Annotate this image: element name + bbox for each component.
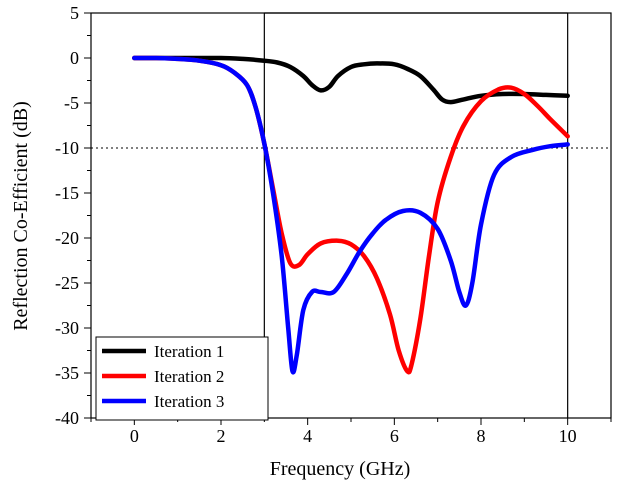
y-tick-label: -40 [55, 408, 79, 428]
legend-label-1: Iteration 1 [154, 342, 224, 361]
axes-layer: 0 2 4 6 8 10 5 0 -5 -10 -15 -20 -25 -30 -35 -40 [55, 3, 612, 446]
y-tick-label: 5 [70, 3, 79, 23]
y-tick-label: -30 [55, 318, 79, 338]
y-tick-label: -5 [64, 93, 79, 113]
x-tick-label: 10 [559, 426, 577, 446]
x-tick-label: 2 [217, 426, 226, 446]
legend: Iteration 1 Iteration 2 Iteration 3 [95, 336, 269, 421]
series-line-2 [132, 55, 570, 375]
y-tick-label: -25 [55, 273, 79, 293]
y-tick-label: -20 [55, 228, 79, 248]
series-line-3 [132, 55, 570, 375]
y-tick-label: -35 [55, 363, 79, 383]
x-tick-label: 0 [130, 426, 139, 446]
series-line-1 [132, 55, 570, 105]
x-tick-label: 4 [303, 426, 312, 446]
legend-label-2: Iteration 2 [154, 367, 224, 386]
y-tick-label: -10 [55, 138, 79, 158]
y-tick-label: 0 [70, 48, 79, 68]
legend-label-3: Iteration 3 [154, 392, 224, 411]
y-tick-label: -15 [55, 183, 79, 203]
x-tick-label: 8 [477, 426, 486, 446]
x-axis-label: Frequency (GHz) [270, 458, 411, 480]
x-tick-label: 6 [390, 426, 399, 446]
y-axis-label: Reflection Co-Efficient (dB) [10, 101, 32, 331]
series-layer [132, 55, 570, 375]
